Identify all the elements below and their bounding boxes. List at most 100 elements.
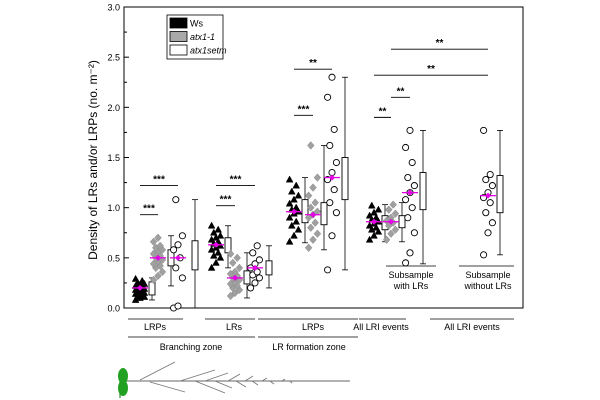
category-label: LRPs	[144, 322, 167, 332]
category-label: LRs	[226, 322, 243, 332]
atx1setm-data-point	[326, 199, 334, 207]
ws-data-point	[285, 199, 294, 207]
atx1setm-data-point	[172, 264, 180, 272]
box	[191, 240, 199, 271]
atx1setm-data-point	[172, 196, 180, 204]
atx1-1-data-point	[387, 229, 395, 238]
atx1setm-data-point	[330, 125, 338, 133]
lateral-root	[227, 373, 241, 382]
annotation-subsample-with-lrs-line2: with LRs	[393, 281, 429, 291]
significance-label: ***	[220, 195, 232, 206]
atx1setm-data-point	[328, 73, 336, 81]
annotation-subsample-without-lrs-line2: without LRs	[463, 281, 512, 291]
atx1setm-data-point	[174, 302, 182, 310]
legend: Ws atx1-1 atx1setm	[166, 14, 227, 60]
ws-data-point	[285, 175, 294, 183]
atx1-1-data-point	[304, 243, 313, 252]
zone-label: Branching zone	[160, 342, 223, 352]
ws-data-point	[214, 248, 223, 256]
atx1-1-data-point	[389, 200, 397, 209]
atx1setm-data-point	[404, 174, 412, 182]
ws-data-point	[131, 274, 140, 282]
ws-data-point	[292, 203, 301, 211]
ws-data-point	[372, 223, 381, 231]
y-tick-label: 3.0	[107, 3, 120, 13]
lateral-root	[261, 377, 268, 382]
legend-swatch	[169, 31, 188, 42]
ws-data-point	[287, 221, 296, 229]
ws-data-point	[287, 187, 296, 195]
atx1setm-data-point	[332, 209, 340, 217]
atx1-1-data-point	[309, 235, 317, 244]
atx1-1-data-point	[235, 263, 244, 273]
significance-label: **	[436, 38, 444, 49]
atx1setm-data-point	[406, 126, 414, 134]
atx1-1-data-point	[149, 237, 158, 246]
atx1setm-data-point	[324, 266, 332, 274]
mean-marker	[232, 274, 238, 281]
atx1setm-data-point	[249, 249, 257, 257]
lateral-root	[244, 375, 254, 382]
lateral-root	[204, 372, 229, 382]
mean-marker	[310, 211, 316, 218]
mean-marker	[485, 192, 491, 199]
mean-marker	[175, 254, 181, 261]
atx1setm-data-point	[410, 229, 418, 237]
atx1setm-data-point	[332, 158, 340, 167]
significance-label: ***	[143, 204, 155, 215]
atx1-1-data-point	[311, 218, 319, 227]
atx1setm-data-point	[402, 143, 410, 152]
atx1-1-data-point	[385, 205, 393, 214]
annotation-subsample-without-lrs: Subsample	[465, 270, 510, 280]
atx1setm-data-point	[488, 219, 496, 227]
box	[320, 202, 328, 226]
atx1-1-data-point	[311, 198, 319, 207]
significance-label: ***	[153, 175, 165, 186]
atx1setm-data-point	[174, 241, 182, 249]
significance-label: ***	[298, 104, 310, 115]
atx1setm-data-point	[324, 93, 332, 101]
ws-data-point	[138, 276, 147, 284]
box	[243, 270, 251, 285]
lateral-root	[139, 361, 176, 381]
ws-data-point	[216, 231, 225, 239]
y-tick-label: 2.0	[107, 103, 120, 113]
significance-label: **	[309, 58, 317, 69]
atx1setm-data-point	[255, 274, 263, 282]
category-label: All LRI events	[444, 322, 500, 332]
atx1-1-data-point	[391, 225, 400, 234]
legend-swatch	[169, 17, 188, 29]
atx1setm-data-point	[326, 141, 334, 150]
atx1setm-data-point	[408, 204, 416, 212]
lateral-root	[235, 380, 247, 388]
ws-data-point	[285, 213, 294, 221]
atx1setm-data-point	[251, 279, 259, 287]
atx1-1-data-point	[149, 275, 158, 285]
atx1setm-data-point	[408, 158, 416, 167]
mean-marker	[371, 218, 377, 225]
atx1-1-data-point	[382, 235, 391, 244]
atx1-1-data-point	[304, 191, 313, 200]
lateral-root	[179, 369, 216, 382]
ws-data-point	[290, 195, 298, 203]
box	[148, 281, 156, 296]
lateral-root	[194, 380, 226, 394]
ws-data-point	[292, 217, 301, 225]
box	[341, 157, 349, 201]
legend-swatch	[169, 44, 188, 56]
atx1-1-data-point	[313, 229, 322, 238]
atx1-1-data-point	[226, 249, 235, 258]
significance-label: **	[397, 86, 405, 97]
y-axis-label: Density of LRs and/or LRPs (no. m⁻²)	[86, 60, 100, 260]
cotyledon	[118, 380, 128, 396]
atx1-1-data-point	[309, 183, 317, 192]
atx1-1-data-point	[313, 173, 322, 182]
atx1setm-data-point	[170, 246, 178, 254]
ws-data-point	[292, 181, 301, 189]
lateral-root	[214, 380, 233, 389]
annotation-subsample-with-lrs: Subsample	[388, 270, 433, 280]
ws-data-point	[367, 201, 376, 209]
atx1-1-data-point	[158, 267, 167, 277]
atx1setm-data-point	[486, 171, 494, 179]
mean-marker	[252, 264, 258, 271]
